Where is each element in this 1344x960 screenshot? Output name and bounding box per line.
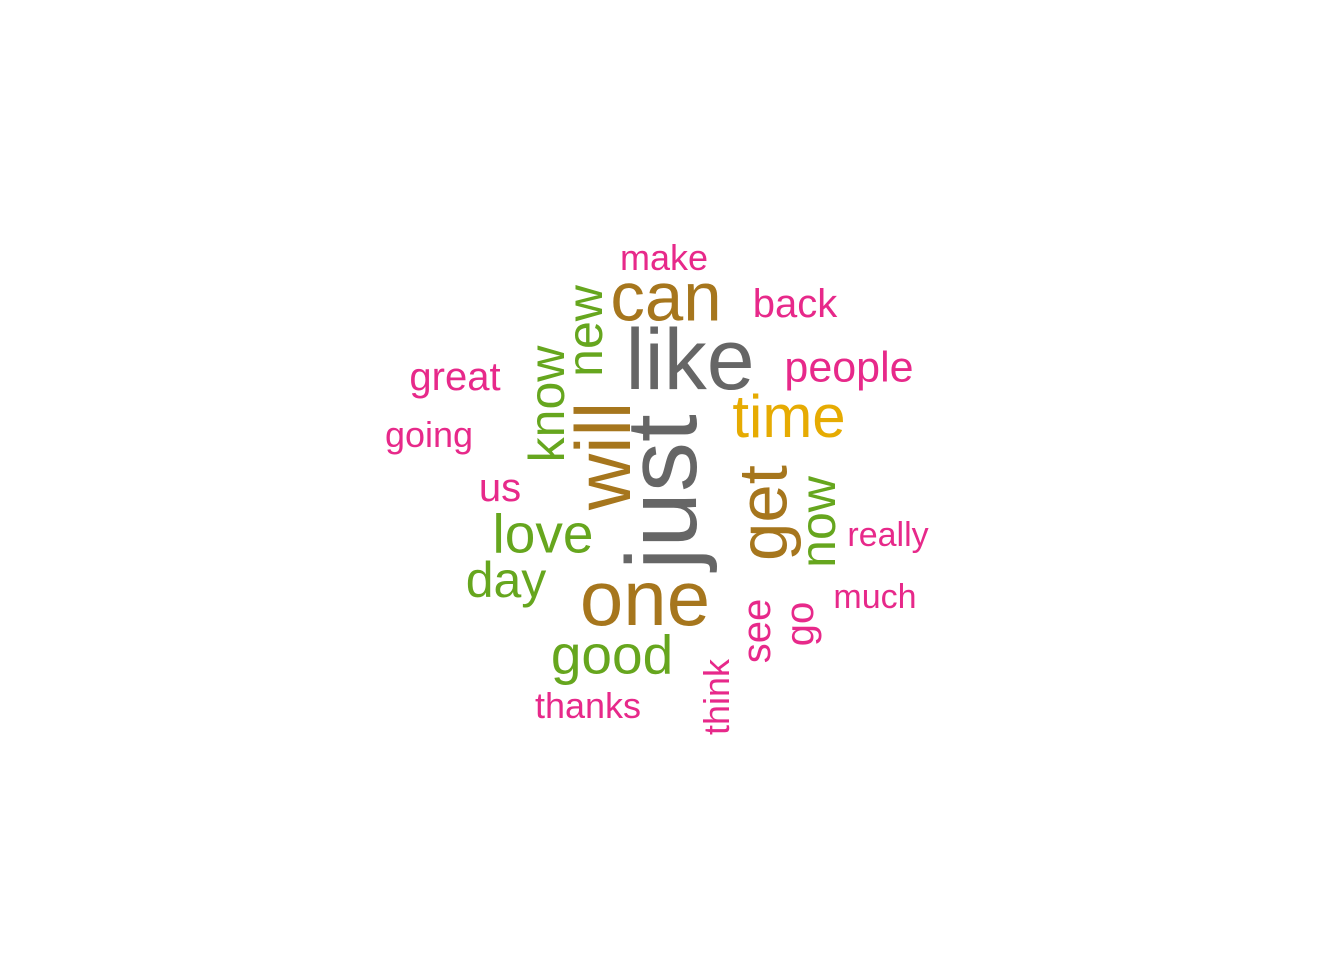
word-time: time — [732, 383, 846, 450]
word-us: us — [478, 466, 522, 510]
word-one: one — [579, 554, 711, 642]
word-now: now — [790, 476, 846, 568]
word-much: much — [833, 578, 917, 616]
word-like: like — [625, 312, 755, 408]
word-can: can — [610, 258, 722, 336]
word-people: people — [784, 343, 914, 392]
word-back: back — [752, 282, 838, 326]
word-thanks: thanks — [534, 685, 642, 726]
word-really: really — [847, 516, 929, 554]
word-see: see — [735, 598, 779, 664]
word-go: go — [778, 601, 822, 647]
word-going: going — [384, 414, 474, 455]
word-great: great — [409, 355, 501, 399]
word-day: day — [465, 552, 547, 608]
word-new: new — [557, 285, 613, 377]
word-love: love — [492, 502, 594, 565]
word-will: will — [559, 401, 647, 511]
word-get: get — [724, 465, 802, 561]
word-make: make — [619, 237, 709, 278]
word-think: think — [696, 658, 737, 736]
word-good: good — [550, 623, 674, 686]
